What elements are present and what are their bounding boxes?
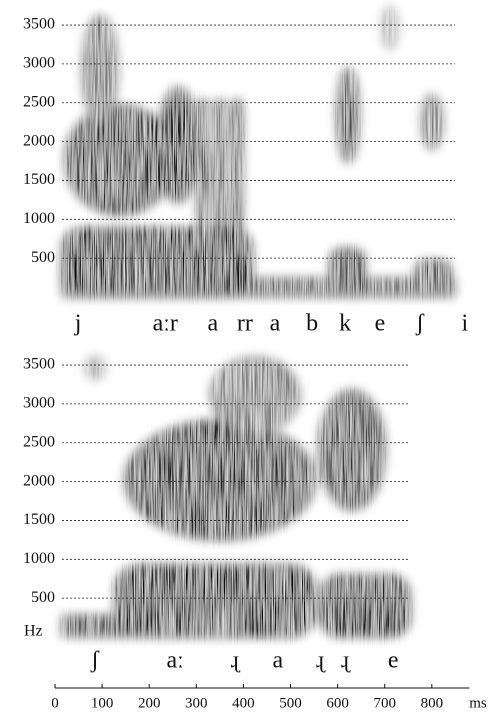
- y-tick-label: 3000: [23, 395, 55, 412]
- spectrogram-texture-bottom: [62, 356, 410, 637]
- x-tick-label: 300: [185, 695, 208, 711]
- x-tick-label: 500: [279, 695, 302, 711]
- y-tick-label: 2000: [23, 132, 55, 149]
- x-tick-label: 400: [232, 695, 255, 711]
- segment-label: a: [207, 311, 218, 337]
- y-tick-label: 3500: [23, 16, 55, 33]
- y-tick-label: 2500: [23, 433, 55, 450]
- segment-label: ʃ: [415, 311, 425, 337]
- segment-label: i: [461, 311, 468, 337]
- y-tick-label: 1500: [23, 511, 55, 528]
- x-axis-label: ms: [469, 695, 487, 711]
- y-tick-label: 500: [31, 589, 55, 606]
- segment-label: b: [306, 311, 318, 337]
- segment-label: e: [375, 311, 386, 337]
- segment-label: ɻ: [316, 648, 326, 674]
- segment-label: e: [388, 648, 399, 674]
- y-axis-label: Hz: [24, 623, 43, 640]
- x-tick-label: 700: [373, 695, 396, 711]
- y-tick-label: 1500: [23, 171, 55, 188]
- y-tick-label: 2000: [23, 472, 55, 489]
- segment-label: rr: [237, 311, 253, 337]
- y-tick-label: 1000: [23, 550, 55, 567]
- segment-label: a: [272, 648, 283, 674]
- y-tick-label: 2500: [23, 93, 55, 110]
- segment-label: ʃ: [90, 648, 100, 674]
- segment-label: ɻ: [341, 648, 351, 674]
- segment-label: j: [74, 311, 82, 337]
- y-tick-label: 500: [31, 249, 55, 266]
- segment-label: aː: [166, 648, 183, 674]
- segment-label: a: [270, 311, 281, 337]
- x-tick-label: 800: [421, 695, 444, 711]
- x-tick-label: 100: [91, 695, 114, 711]
- x-tick-label: 200: [138, 695, 161, 711]
- segment-label: aːr: [153, 311, 178, 337]
- y-tick-label: 3500: [23, 356, 55, 373]
- x-tick-label: 0: [51, 695, 59, 711]
- spectrogram-texture-top: [62, 6, 455, 297]
- y-tick-label: 3000: [23, 55, 55, 72]
- y-tick-label: 1000: [23, 210, 55, 227]
- x-tick-label: 600: [326, 695, 349, 711]
- segment-label: ɻ: [231, 648, 241, 674]
- segment-label: k: [339, 311, 351, 337]
